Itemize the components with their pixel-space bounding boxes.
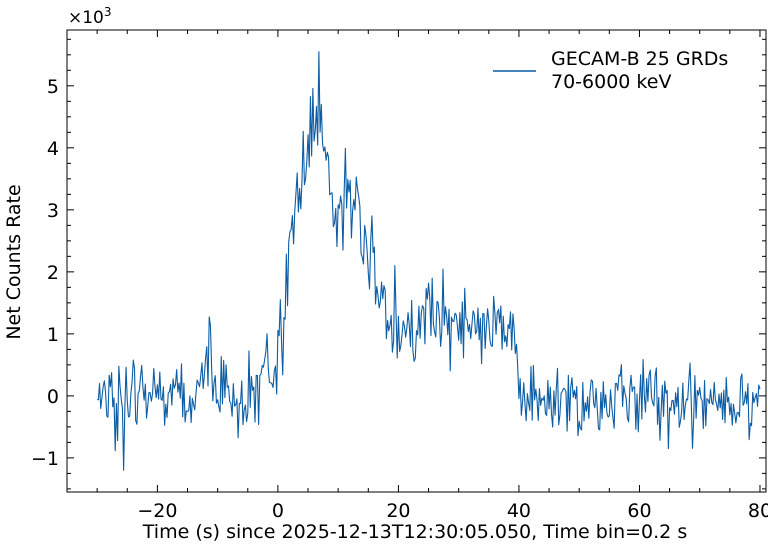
legend: GECAM-B 25 GRDs 70-6000 keV	[493, 48, 728, 93]
y-multiplier-base: ×10	[68, 8, 104, 28]
x-tick-label: −20	[137, 500, 177, 522]
x-tick-label: 40	[507, 500, 531, 522]
y-axis-multiplier: ×103	[68, 5, 112, 28]
x-tick-label: 80	[748, 500, 768, 522]
y-tick-label: 3	[47, 200, 59, 222]
y-tick-label: 0	[47, 386, 59, 408]
y-tick-label: 1	[47, 324, 59, 346]
legend-label-line-2: 70-6000 keV	[551, 71, 671, 93]
x-tick-label: 20	[386, 500, 410, 522]
legend-label-line-1: GECAM-B 25 GRDs	[551, 48, 728, 70]
axes-layer: −20 0 20 40 60 80 −1 0 1 2 3 4 5	[31, 29, 768, 522]
y-tick-label: 5	[47, 76, 59, 98]
series-line-gecam-b	[97, 51, 761, 471]
y-tick-label: 2	[47, 262, 59, 284]
y-tick-label: 4	[47, 138, 59, 160]
series-layer	[97, 51, 761, 471]
y-multiplier-exponent: 3	[104, 5, 112, 19]
x-tick-label: 0	[272, 500, 284, 522]
y-axis-label: Net Counts Rate	[3, 184, 25, 339]
x-tick-label: 60	[627, 500, 651, 522]
x-axis-label: Time (s) since 2025-12-13T12:30:05.050, …	[142, 521, 687, 543]
y-tick-label: −1	[31, 448, 59, 470]
plot-frame	[66, 29, 767, 493]
